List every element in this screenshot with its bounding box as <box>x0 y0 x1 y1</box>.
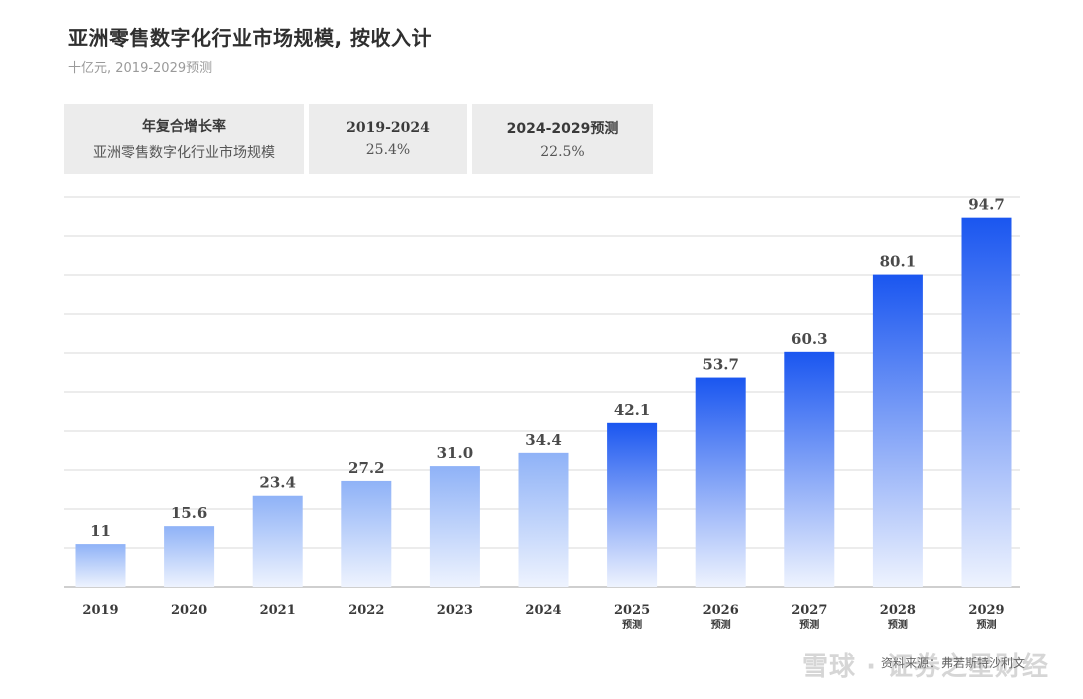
cagr-period-2-cell: 2024-2029预测 22.5% <box>472 104 653 174</box>
bar-2021 <box>252 495 303 587</box>
cagr-period-2-label: 2024-2029预测 <box>506 121 619 137</box>
labels: 11 2019 15.6 2020 23.4 2021 27.2 2022 31.0 2023 34… <box>82 196 1004 631</box>
x-tick-label-2019: 2019 <box>82 603 118 618</box>
bar-2025 <box>607 422 658 587</box>
cagr-period-2-value: 22.5% <box>540 144 585 160</box>
data-label-2025: 42.1 <box>614 401 651 419</box>
data-label-2020: 15.6 <box>171 504 208 522</box>
cagr-header-cell: 年复合增长率 亚洲零售数字化行业市场规模 <box>64 104 304 174</box>
x-tick-label-2027: 2027 <box>791 603 827 618</box>
bar-2027 <box>784 351 835 587</box>
watermark: 雪球 · 证券之星财经 <box>802 652 1049 682</box>
x-tick-label-2026: 2026 <box>703 603 739 618</box>
x-tick-label-2023: 2023 <box>437 603 473 618</box>
data-label-2019: 11 <box>90 522 111 540</box>
x-tick-label-2020: 2020 <box>171 603 207 618</box>
bar-2024 <box>518 452 569 587</box>
data-label-2027: 60.3 <box>791 330 828 348</box>
cagr-period-1-label: 2019-2024 <box>346 120 430 136</box>
bar-2020 <box>164 526 215 587</box>
x-tick-label-2028: 2028 <box>880 603 916 618</box>
x-tick-note-2025: 预测 <box>622 618 642 631</box>
x-tick-label-2021: 2021 <box>260 603 296 618</box>
cagr-period-1-value: 25.4% <box>365 142 411 158</box>
bar-2022 <box>341 480 392 587</box>
data-label-2024: 34.4 <box>525 431 562 449</box>
data-label-2023: 31.0 <box>437 444 474 462</box>
bar-2028 <box>872 274 923 587</box>
x-tick-label-2022: 2022 <box>348 603 384 618</box>
data-label-2029: 94.7 <box>968 196 1005 214</box>
x-tick-note-2026: 预测 <box>711 618 731 631</box>
chart-subtitle: 十亿元, 2019-2029预测 <box>68 61 213 76</box>
x-tick-note-2029: 预测 <box>977 618 997 631</box>
x-tick-label-2029: 2029 <box>968 603 1004 618</box>
x-tick-label-2024: 2024 <box>525 603 561 618</box>
data-label-2028: 80.1 <box>880 253 917 271</box>
x-tick-label-2025: 2025 <box>614 603 650 618</box>
bar-2019 <box>75 544 126 587</box>
data-label-2021: 23.4 <box>259 474 296 492</box>
x-tick-note-2028: 预测 <box>888 618 908 631</box>
data-label-2026: 53.7 <box>702 356 739 374</box>
chart-title: 亚洲零售数字化行业市场规模, 按收入计 <box>68 26 433 50</box>
cagr-period-1-cell: 2019-2024 25.4% <box>309 104 467 174</box>
bar-2029 <box>961 217 1012 588</box>
cagr-header: 年复合增长率 <box>142 119 226 135</box>
bars <box>75 217 1012 588</box>
bar-2026 <box>695 377 746 587</box>
bar-2023 <box>429 466 480 587</box>
cagr-row-label: 亚洲零售数字化行业市场规模 <box>93 145 275 161</box>
x-tick-note-2027: 预测 <box>799 618 819 631</box>
data-label-2022: 27.2 <box>348 459 385 477</box>
source-note: 资料来源：弗若斯特沙利文 <box>880 656 1025 670</box>
